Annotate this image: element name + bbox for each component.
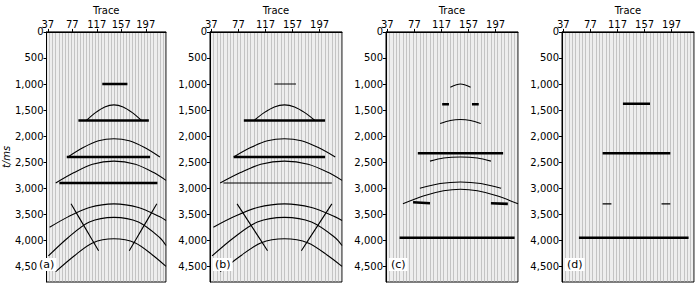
svg-text:117: 117: [432, 19, 451, 30]
svg-text:3,000: 3,000: [15, 183, 44, 194]
svg-text:197: 197: [662, 19, 681, 30]
svg-text:1,500: 1,500: [178, 105, 207, 116]
svg-text:117: 117: [87, 19, 106, 30]
svg-text:3,500: 3,500: [354, 209, 383, 220]
svg-text:2,500: 2,500: [15, 157, 44, 168]
svg-text:157: 157: [635, 19, 654, 30]
svg-text:500: 500: [188, 52, 207, 63]
svg-text:4,000: 4,000: [15, 235, 44, 246]
svg-text:1,000: 1,000: [178, 79, 207, 90]
svg-text:3,000: 3,000: [354, 183, 383, 194]
svg-text:(a): (a): [39, 258, 54, 271]
svg-text:2,000: 2,000: [15, 131, 44, 142]
svg-text:500: 500: [364, 52, 383, 63]
svg-text:2,000: 2,000: [178, 131, 207, 142]
svg-text:4,500: 4,500: [178, 261, 207, 272]
svg-text:37: 37: [205, 19, 218, 30]
svg-text:1,000: 1,000: [15, 79, 44, 90]
svg-text:500: 500: [24, 52, 43, 63]
svg-text:3,000: 3,000: [178, 183, 207, 194]
svg-text:(b): (b): [215, 258, 231, 271]
svg-text:0: 0: [37, 26, 44, 38]
svg-text:1,000: 1,000: [354, 79, 383, 90]
svg-text:t/ms: t/ms: [1, 146, 12, 168]
svg-text:Trace: Trace: [614, 5, 642, 16]
svg-text:2,500: 2,500: [354, 157, 383, 168]
svg-text:4,500: 4,500: [530, 261, 559, 272]
svg-text:2,000: 2,000: [530, 131, 559, 142]
svg-text:4,000: 4,000: [354, 235, 383, 246]
svg-text:37: 37: [41, 19, 54, 30]
svg-text:197: 197: [136, 19, 155, 30]
svg-text:Trace: Trace: [92, 5, 120, 16]
svg-text:117: 117: [256, 19, 275, 30]
svg-text:2,500: 2,500: [178, 157, 207, 168]
svg-text:77: 77: [66, 19, 79, 30]
svg-text:3,500: 3,500: [15, 209, 44, 220]
svg-text:157: 157: [459, 19, 478, 30]
svg-text:37: 37: [381, 19, 394, 30]
svg-text:(d): (d): [567, 258, 583, 271]
svg-text:4,000: 4,000: [178, 235, 207, 246]
svg-text:37: 37: [557, 19, 570, 30]
svg-text:1,000: 1,000: [530, 79, 559, 90]
svg-text:Trace: Trace: [262, 5, 290, 16]
svg-text:1,500: 1,500: [15, 105, 44, 116]
svg-text:157: 157: [283, 19, 302, 30]
svg-text:Trace: Trace: [438, 5, 466, 16]
svg-text:77: 77: [232, 19, 245, 30]
svg-text:0: 0: [552, 26, 559, 38]
svg-text:4,500: 4,500: [354, 261, 383, 272]
svg-text:2,000: 2,000: [354, 131, 383, 142]
svg-text:1,500: 1,500: [354, 105, 383, 116]
svg-text:4,500: 4,500: [14, 260, 44, 272]
svg-text:117: 117: [608, 19, 627, 30]
svg-text:0: 0: [200, 26, 207, 38]
svg-text:500: 500: [540, 52, 559, 63]
svg-text:1,500: 1,500: [530, 105, 559, 116]
svg-text:3,500: 3,500: [530, 209, 559, 220]
svg-text:77: 77: [408, 19, 421, 30]
svg-text:3,000: 3,000: [530, 183, 559, 194]
svg-text:0: 0: [376, 26, 383, 38]
svg-text:77: 77: [584, 19, 597, 30]
svg-text:3,500: 3,500: [178, 209, 207, 220]
svg-text:197: 197: [486, 19, 505, 30]
svg-text:2,500: 2,500: [530, 157, 559, 168]
svg-text:(c): (c): [391, 258, 406, 271]
svg-text:157: 157: [112, 19, 131, 30]
svg-text:4,000: 4,000: [530, 235, 559, 246]
svg-text:197: 197: [310, 19, 329, 30]
